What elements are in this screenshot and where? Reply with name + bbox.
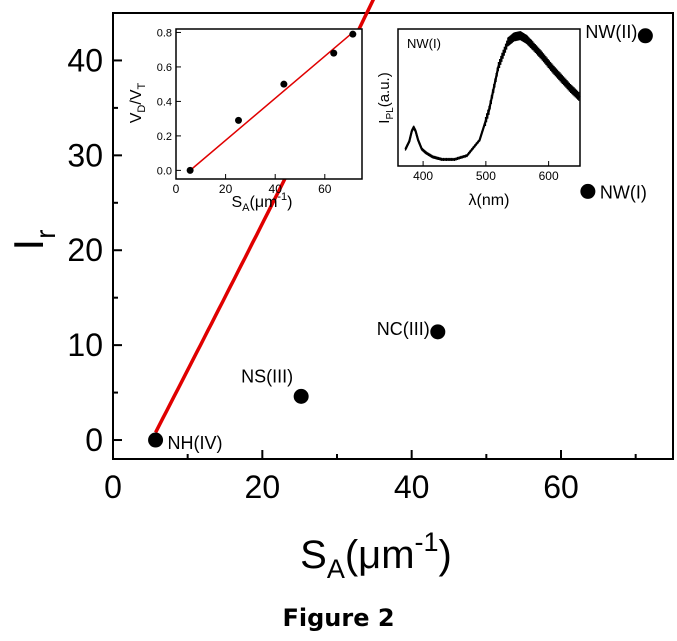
main-plot-frame [112,12,674,460]
inset-left-y-tick-label: 0.6 [157,62,172,74]
inset-left-y-axis-label: VD/VT [128,82,148,123]
figure-caption: Figure 2 [282,604,395,632]
inset-left-x-axis-label: SA(μm-1) [232,191,293,214]
main-x-tick-label: 0 [104,469,122,505]
inset-right-spectrum [404,31,581,161]
inset-right-spectrum-noise [404,31,580,161]
inset-left-fit-line [189,31,354,171]
inset-right-x-tick-label: 400 [413,169,433,183]
main-data-point [148,432,164,448]
inset-left-y-tick-label: 0.2 [157,131,172,143]
inset-left-data-point [234,116,242,124]
inset-left-y-tick-label: 0.4 [157,96,172,108]
inset-right-x-tick-label: 500 [476,169,496,183]
main-point-label: NS(III) [241,366,293,386]
main-y-tick-label: 10 [67,327,103,363]
inset-left-fit-line-path [189,31,354,171]
main-data-point [293,388,309,404]
inset-left-x-tick-label: 0 [173,182,180,196]
inset-right-frame [397,28,581,167]
inset-left-points [186,30,357,174]
main-y-tick-label: 20 [67,232,103,268]
main-x-tick-label: 40 [394,469,430,505]
main-y-tick-label: 0 [85,422,103,458]
main-fit-curve [154,0,376,434]
main-data-point [637,28,653,44]
inset-left-x-tick-label: 60 [318,182,332,196]
inset-right-x-tick-label: 600 [539,169,559,183]
inset-left-x-tick-label: 40 [269,182,283,196]
main-point-label: NW(I) [600,182,647,202]
main-x-tick-label: 60 [543,469,579,505]
inset-left-y-tick-label: 0.8 [157,27,172,39]
main-point-label: NH(IV) [168,433,223,453]
inset-left-ticks: 0 20 40 60 0.0 0.2 0.4 0.6 0.8 [157,27,332,196]
inset-left-data-point [186,166,194,174]
inset-right-y-axis-label: IPL(a.u.) [376,72,396,123]
main-points: NH(IV) NS(III) NC(III) NW(I) NW(II) [148,22,653,453]
main-x-tick-label: 20 [245,469,281,505]
main-data-point [580,183,596,199]
inset-right-x-axis-label: λ(nm) [469,192,510,209]
inset-right-ticks: 400 500 600 [413,161,559,183]
inset-left-y-tick-label: 0.0 [157,165,172,177]
main-point-label: NW(II) [585,22,637,42]
inset-left-x-tick-label: 20 [219,182,233,196]
inset-right-annotation: NW(I) [407,36,441,51]
inset-left-data-point [280,80,288,88]
main-y-tick-label: 40 [67,42,103,78]
main-point-label: NC(III) [377,319,430,339]
main-y-tick-label: 30 [67,137,103,173]
main-y-axis-label: Ir [5,230,61,251]
main-data-point [430,324,446,340]
main-x-axis-label: SA(μm-1) [300,527,452,584]
inset-left-data-point [349,30,357,38]
main-fit-curve-path [154,0,376,434]
inset-left-data-point [330,49,338,57]
